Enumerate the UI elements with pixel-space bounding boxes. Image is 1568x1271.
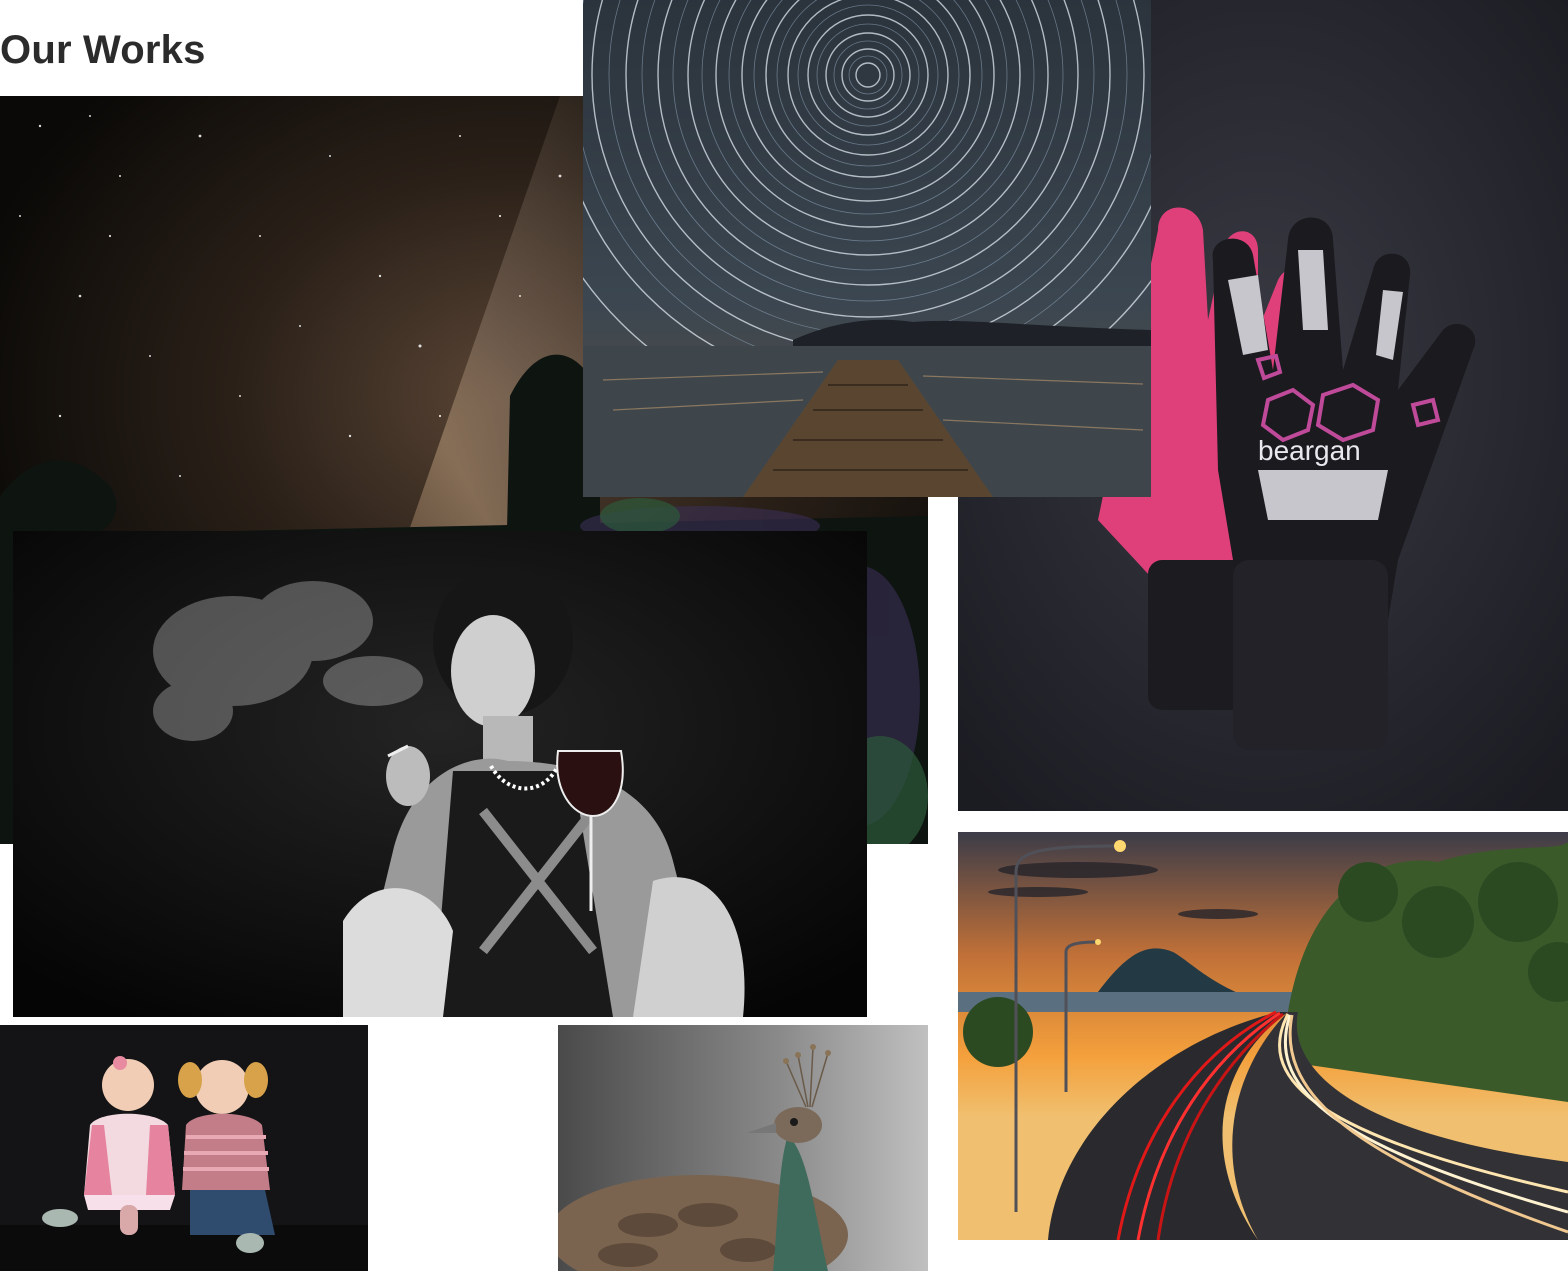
bw-portrait-image: [13, 531, 867, 1017]
glove-brand-text: beargan: [1258, 435, 1361, 466]
peahen-image: [558, 1025, 928, 1271]
star-trails-image: [583, 0, 1151, 497]
gallery-photo-peahen[interactable]: [558, 1025, 928, 1271]
toddlers-image: [0, 1025, 368, 1271]
gallery-photo-star-trails[interactable]: [583, 0, 1151, 497]
gallery-photo-bw-portrait[interactable]: [13, 531, 867, 1017]
highway-light-trails-image: [958, 832, 1568, 1240]
gallery-photo-toddlers[interactable]: [0, 1025, 368, 1271]
page-title: Our Works: [0, 28, 206, 72]
gallery-photo-highway-light-trails[interactable]: [958, 832, 1568, 1240]
